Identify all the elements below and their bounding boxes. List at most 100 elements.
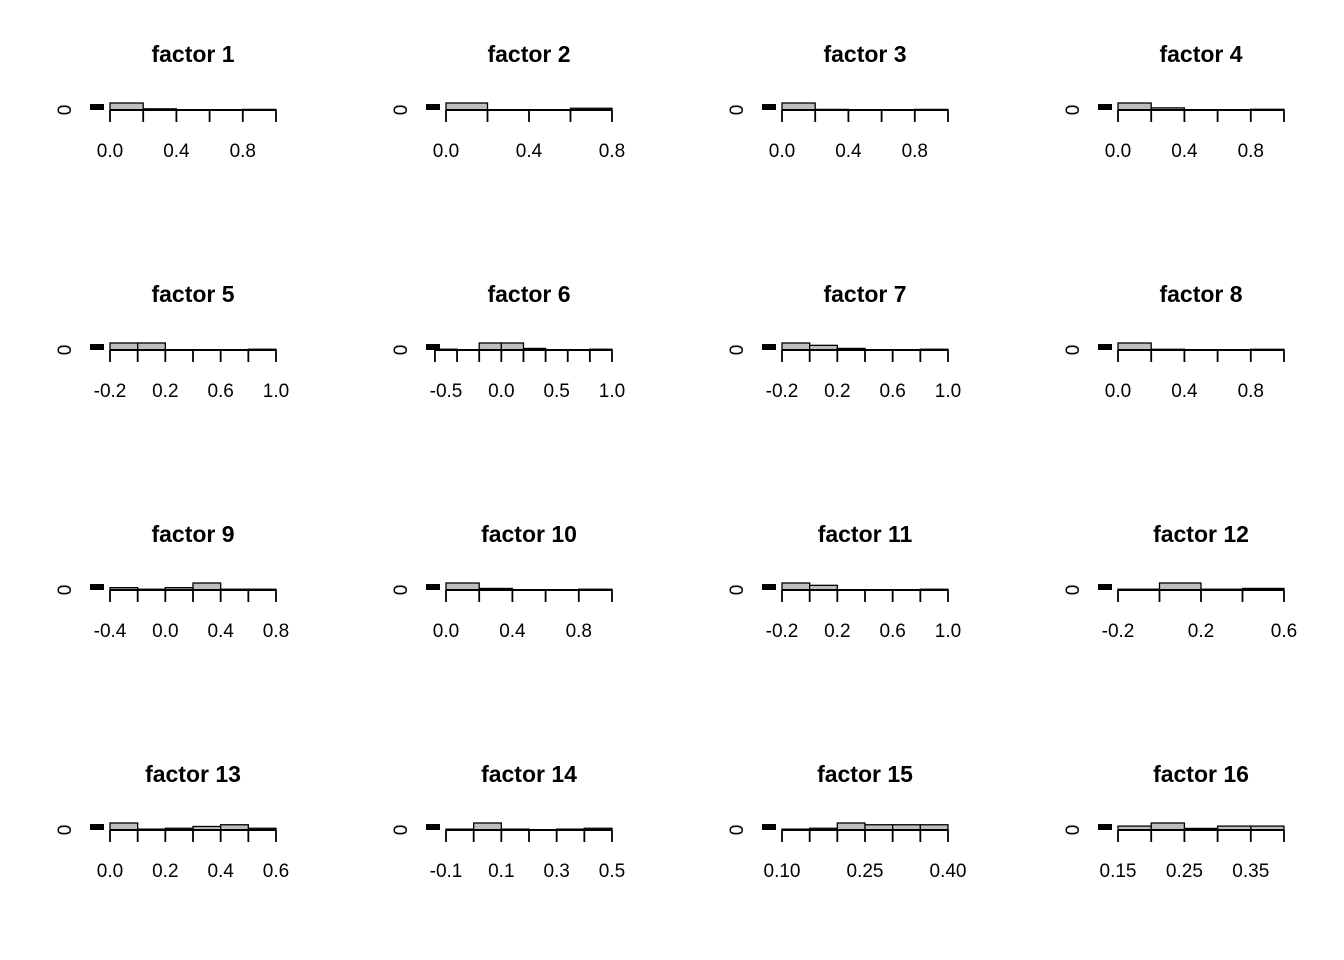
histogram-bar <box>781 102 816 111</box>
histogram-panel: factor 13 0 0.0 0.2 0.4 0.6 <box>0 720 336 960</box>
chart-title: factor 13 <box>145 761 241 787</box>
x-tick-label: -0.2 <box>1102 621 1135 642</box>
histogram-panel: factor 16 0 0.15 0.25 0.35 <box>1008 720 1344 960</box>
x-tick-label: 0.4 <box>1171 141 1198 162</box>
boxplot-mark <box>90 824 104 830</box>
y-axis-label: 0 <box>1063 585 1084 596</box>
boxplot-mark <box>762 104 776 110</box>
histogram-plot: factor 12 0 -0.2 0.2 0.6 <box>1063 521 1297 642</box>
histogram-plot: factor 11 0 -0.2 0.2 0.6 1.0 <box>727 521 961 642</box>
x-tick-label: 0.6 <box>879 621 905 642</box>
histogram-bar <box>109 342 139 351</box>
histogram-panel: factor 6 0 -0.5 0.0 0.5 1.0 <box>336 240 672 480</box>
x-tick-label: 1.0 <box>599 381 625 402</box>
histogram-bar <box>836 822 866 831</box>
x-tick-label: 0.0 <box>769 141 795 162</box>
y-axis-label: 0 <box>391 585 412 596</box>
y-axis-label: 0 <box>1063 825 1084 836</box>
x-tick-label: 0.8 <box>1238 381 1264 402</box>
boxplot-mark <box>426 104 440 110</box>
y-axis-label: 0 <box>391 105 412 116</box>
histogram-bar <box>781 582 811 591</box>
chart-title: factor 5 <box>151 281 234 307</box>
y-axis-label: 0 <box>55 105 76 116</box>
x-tick-label: -0.4 <box>94 621 127 642</box>
x-tick-label: 0.8 <box>902 141 928 162</box>
boxplot-mark <box>762 584 776 590</box>
boxplot-mark <box>1098 104 1112 110</box>
x-tick-label: 0.4 <box>835 141 862 162</box>
histogram-plot: factor 10 0 0.0 0.4 0.8 <box>391 521 613 642</box>
histogram-bar <box>109 102 144 111</box>
x-tick-label: 0.10 <box>764 861 801 882</box>
chart-title: factor 6 <box>487 281 570 307</box>
chart-title: factor 9 <box>151 521 234 547</box>
x-tick-label: 0.0 <box>488 381 514 402</box>
histogram-bar <box>445 582 480 591</box>
x-tick-label: 0.4 <box>207 621 234 642</box>
x-tick-label: 0.0 <box>1105 141 1131 162</box>
x-tick-label: -0.2 <box>94 381 127 402</box>
chart-title: factor 7 <box>823 281 906 307</box>
histogram-bar <box>445 102 489 111</box>
histogram-plot: factor 2 0 0.0 0.4 0.8 <box>391 41 625 162</box>
x-tick-label: 0.0 <box>97 141 123 162</box>
histogram-panel: factor 5 0 -0.2 0.2 0.6 1.0 <box>0 240 336 480</box>
chart-title: factor 16 <box>1153 761 1249 787</box>
x-tick-label: 0.4 <box>499 621 526 642</box>
x-tick-label: -0.2 <box>766 381 799 402</box>
x-tick-label: 0.5 <box>543 381 569 402</box>
x-tick-label: 0.15 <box>1100 861 1137 882</box>
boxplot-mark <box>762 344 776 350</box>
x-tick-label: 0.6 <box>1271 621 1297 642</box>
boxplot-mark <box>90 104 104 110</box>
histogram-panel: factor 7 0 -0.2 0.2 0.6 1.0 <box>672 240 1008 480</box>
histogram-panel: factor 10 0 0.0 0.4 0.8 <box>336 480 672 720</box>
histogram-plot: factor 13 0 0.0 0.2 0.4 0.6 <box>55 761 289 882</box>
boxplot-mark <box>426 584 440 590</box>
x-tick-label: 0.4 <box>516 141 543 162</box>
x-tick-label: 0.8 <box>1238 141 1264 162</box>
histogram-plot: factor 9 0 -0.4 0.0 0.4 0.8 <box>55 521 289 642</box>
histogram-bar <box>137 342 166 351</box>
x-tick-label: 0.25 <box>847 861 884 882</box>
x-tick-label: 0.4 <box>163 141 190 162</box>
histogram-plot: factor 1 0 0.0 0.4 0.8 <box>55 41 277 162</box>
histogram-panel: factor 11 0 -0.2 0.2 0.6 1.0 <box>672 480 1008 720</box>
x-tick-label: 0.1 <box>488 861 514 882</box>
y-axis-label: 0 <box>391 825 412 836</box>
histogram-bar <box>1158 582 1202 591</box>
chart-title: factor 4 <box>1159 41 1242 67</box>
boxplot-mark <box>762 824 776 830</box>
boxplot-mark <box>426 824 440 830</box>
x-tick-label: 0.2 <box>1188 621 1214 642</box>
y-axis-label: 0 <box>727 825 748 836</box>
x-tick-label: -0.1 <box>430 861 463 882</box>
chart-title: factor 1 <box>151 41 234 67</box>
boxplot-mark <box>1098 824 1112 830</box>
histogram-bar <box>192 582 222 591</box>
x-tick-label: 0.35 <box>1232 861 1269 882</box>
x-tick-label: 0.0 <box>152 621 178 642</box>
x-tick-label: 0.8 <box>230 141 256 162</box>
histogram-bar <box>478 342 502 351</box>
histogram-panel: factor 14 0 -0.1 0.1 0.3 0.5 <box>336 720 672 960</box>
histogram-bar <box>1117 102 1152 111</box>
histogram-panel: factor 4 0 0.0 0.4 0.8 <box>1008 0 1344 240</box>
histogram-panel: factor 15 0 0.10 0.25 0.40 <box>672 720 1008 960</box>
boxplot-mark <box>426 344 440 350</box>
y-axis-label: 0 <box>727 105 748 116</box>
boxplot-mark <box>90 344 104 350</box>
x-tick-label: 1.0 <box>935 621 961 642</box>
chart-title: factor 12 <box>1153 521 1249 547</box>
x-tick-label: 1.0 <box>263 381 289 402</box>
histogram-panel: factor 1 0 0.0 0.4 0.8 <box>0 0 336 240</box>
boxplot-mark <box>1098 344 1112 350</box>
boxplot-mark <box>90 584 104 590</box>
histogram-bar <box>1117 342 1152 351</box>
histogram-panel: factor 3 0 0.0 0.4 0.8 <box>672 0 1008 240</box>
y-axis-label: 0 <box>727 345 748 356</box>
x-tick-label: 0.8 <box>599 141 625 162</box>
chart-title: factor 15 <box>817 761 913 787</box>
x-tick-label: 0.2 <box>824 381 850 402</box>
